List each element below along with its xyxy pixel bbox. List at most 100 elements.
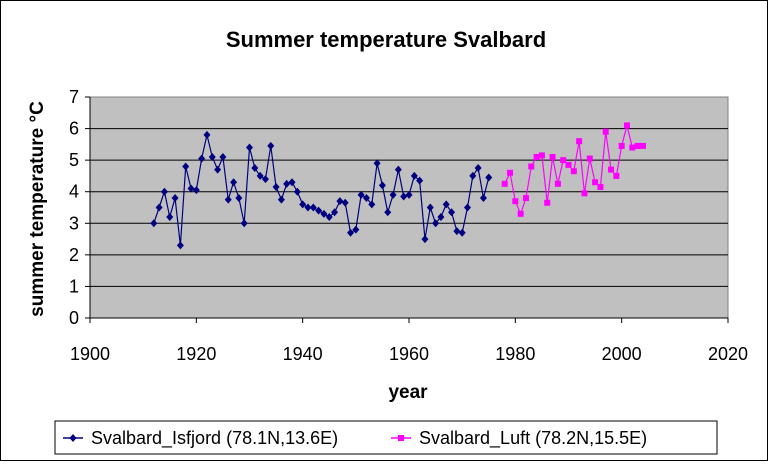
data-point xyxy=(203,130,211,139)
data-point xyxy=(528,163,535,170)
data-point xyxy=(507,169,514,176)
data-point xyxy=(405,190,413,199)
data-point xyxy=(432,219,440,228)
data-point xyxy=(565,161,572,168)
data-point xyxy=(368,200,376,209)
data-point xyxy=(597,183,604,190)
y-axis-label: summer temperature °C xyxy=(27,101,48,317)
data-point xyxy=(384,208,392,217)
data-point xyxy=(198,154,206,163)
data-point xyxy=(166,212,174,221)
legend-box xyxy=(54,420,718,455)
data-point xyxy=(639,142,646,149)
data-point xyxy=(373,159,381,168)
data-point xyxy=(182,162,190,171)
x-axis: 1900 1920 1940 1960 1980 2000 2020 xyxy=(70,317,748,364)
data-point xyxy=(522,195,529,202)
x-tick-label: 2000 xyxy=(602,344,642,364)
x-tick-label: 2020 xyxy=(708,344,748,364)
data-point xyxy=(240,219,248,228)
data-point xyxy=(293,187,301,196)
data-point xyxy=(187,184,195,193)
y-tick-label: 6 xyxy=(69,119,79,139)
x-tick-label: 1960 xyxy=(389,344,429,364)
x-tick-label: 1980 xyxy=(495,344,535,364)
data-point xyxy=(592,179,599,186)
data-point xyxy=(235,194,243,203)
chart-title: Summer temperature Svalbard xyxy=(226,27,546,52)
data-point xyxy=(501,180,508,187)
data-point xyxy=(341,198,349,207)
data-point xyxy=(544,199,551,206)
y-tick-label: 2 xyxy=(69,245,79,265)
data-point xyxy=(155,203,163,212)
data-point xyxy=(458,228,466,237)
data-point xyxy=(560,157,567,164)
data-point xyxy=(517,210,524,217)
data-point xyxy=(261,175,269,184)
data-point xyxy=(538,152,545,159)
data-point xyxy=(586,155,593,162)
data-point xyxy=(304,203,312,212)
data-point xyxy=(602,128,609,135)
data-point xyxy=(251,164,259,173)
data-point xyxy=(394,165,402,174)
data-point xyxy=(299,200,307,209)
data-point xyxy=(448,208,456,217)
data-point xyxy=(362,194,370,203)
data-point xyxy=(618,142,625,149)
y-tick-label: 4 xyxy=(69,182,79,202)
data-point xyxy=(176,241,184,250)
data-point xyxy=(192,186,200,195)
data-point xyxy=(347,228,355,237)
series-0 xyxy=(150,130,493,250)
legend-marker-0 xyxy=(69,434,77,442)
data-point xyxy=(453,227,461,236)
data-point xyxy=(533,153,540,160)
data-point xyxy=(288,178,296,187)
data-point xyxy=(357,190,365,199)
data-point xyxy=(224,195,232,204)
y-tick-label: 0 xyxy=(69,308,79,328)
data-point xyxy=(512,198,519,205)
data-point xyxy=(171,194,179,203)
data-point xyxy=(581,190,588,197)
data-point xyxy=(208,152,216,161)
y-axis: 0 1 2 3 4 5 6 7 xyxy=(69,87,91,328)
data-point xyxy=(378,181,386,190)
data-point xyxy=(623,122,630,129)
data-point xyxy=(570,168,577,175)
data-point xyxy=(613,172,620,179)
legend-label-1: Svalbard_Luft (78.2N,15.5E) xyxy=(419,428,647,449)
data-point xyxy=(315,206,323,215)
data-point xyxy=(277,195,285,204)
data-point xyxy=(400,192,408,201)
data-point xyxy=(150,219,158,228)
data-point xyxy=(421,235,429,244)
y-tick-label: 3 xyxy=(69,213,79,233)
data-point xyxy=(479,194,487,203)
series-1 xyxy=(501,122,646,217)
series-line-0 xyxy=(153,134,490,246)
legend-label-0: Svalbard_Isfjord (78.1N,13.6E) xyxy=(91,428,338,449)
series-layer xyxy=(150,122,646,250)
data-point xyxy=(554,180,561,187)
data-point xyxy=(485,173,493,182)
data-point xyxy=(426,203,434,212)
data-point xyxy=(283,179,291,188)
x-tick-label: 1940 xyxy=(283,344,323,364)
legend: Svalbard_Isfjord (78.1N,13.6E) Svalbard_L… xyxy=(54,420,718,455)
x-tick-label: 1920 xyxy=(176,344,216,364)
data-point xyxy=(576,138,583,145)
data-point xyxy=(320,209,328,218)
plot-area xyxy=(89,96,729,319)
data-point xyxy=(272,182,280,191)
data-point xyxy=(629,144,636,151)
data-point xyxy=(246,143,253,152)
data-point xyxy=(214,165,222,174)
x-axis-label: year xyxy=(388,382,428,403)
data-point xyxy=(331,208,339,217)
data-point xyxy=(410,171,418,180)
